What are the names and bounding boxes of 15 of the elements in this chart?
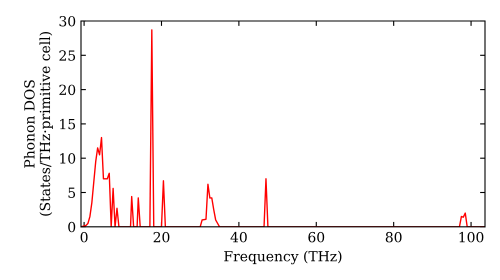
x-axis-title: Frequency (THz) <box>224 250 342 264</box>
x-tick-label: 80 <box>386 232 402 242</box>
y-tick-label: 0 <box>68 222 76 232</box>
y-axis-title: Phonon DOS (States/THz·primitive cell) <box>24 32 53 216</box>
x-tick-label: 40 <box>230 232 247 242</box>
x-tick-label: 0 <box>80 232 88 242</box>
y-tick-label: 20 <box>59 84 76 96</box>
y-tick-label: 5 <box>68 188 76 198</box>
x-tick-label: 60 <box>308 232 324 242</box>
y-tick-label: 30 <box>60 16 76 26</box>
y-tick-label: 15 <box>60 118 76 130</box>
x-tick-label: 20 <box>154 232 170 242</box>
y-tick-label: 10 <box>60 153 76 164</box>
y-tick-label: 25 <box>59 50 76 61</box>
x-tick-label: 100 <box>460 232 484 242</box>
